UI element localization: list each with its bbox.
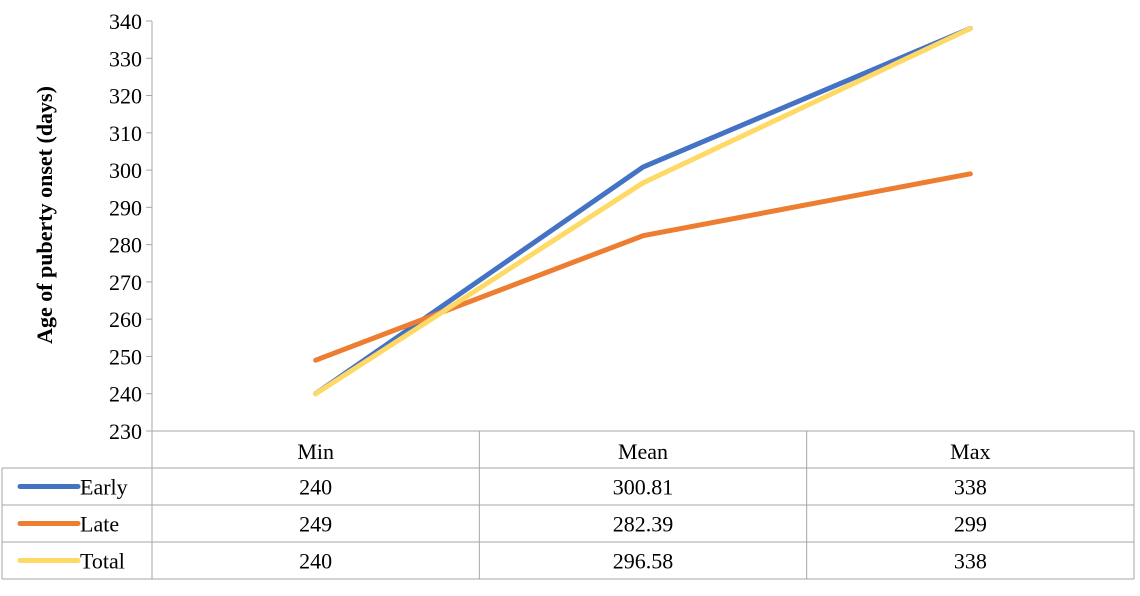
legend-label-total: Total: [80, 549, 125, 574]
data-label: 300.81: [613, 475, 674, 500]
data-label: 299: [954, 512, 987, 537]
y-tick-label: 290: [109, 195, 142, 220]
legend-label-early: Early: [80, 475, 128, 500]
data-label: 282.39: [613, 512, 674, 537]
y-tick-label: 260: [109, 307, 142, 332]
y-tick-label: 310: [109, 121, 142, 146]
category-label: Max: [950, 439, 990, 464]
series-line-late: [313, 171, 973, 363]
data-label: 338: [954, 475, 987, 500]
y-tick-label: 330: [109, 46, 142, 71]
category-label: Min: [297, 439, 334, 464]
y-tick-label: 280: [109, 233, 142, 258]
y-axis-label: Age of puberty onset (days): [32, 86, 57, 344]
y-tick-label: 300: [109, 158, 142, 183]
data-label: 240: [299, 475, 332, 500]
category-label: Mean: [618, 439, 668, 464]
legend-label-late: Late: [80, 512, 119, 537]
y-tick-label: 270: [109, 270, 142, 295]
series-line-total: [313, 25, 973, 397]
data-table: Min Mean Max Early 240 300.81 338 Late 249 282.39…: [1, 430, 1135, 580]
data-label: 249: [299, 512, 332, 537]
data-label: 296.58: [613, 549, 674, 574]
data-label: 338: [954, 549, 987, 574]
y-tick-label: 240: [109, 382, 142, 407]
y-tick-label: 230: [109, 419, 142, 444]
plot-area: [313, 25, 973, 397]
data-label: 240: [299, 549, 332, 574]
y-tick-label: 340: [109, 9, 142, 34]
y-tick-label: 250: [109, 344, 142, 369]
series-line-early: [313, 25, 973, 397]
y-axis: 230 240 250 260 270 280 290 300 310 320 330 340: [109, 9, 153, 444]
y-tick-label: 320: [109, 84, 142, 109]
